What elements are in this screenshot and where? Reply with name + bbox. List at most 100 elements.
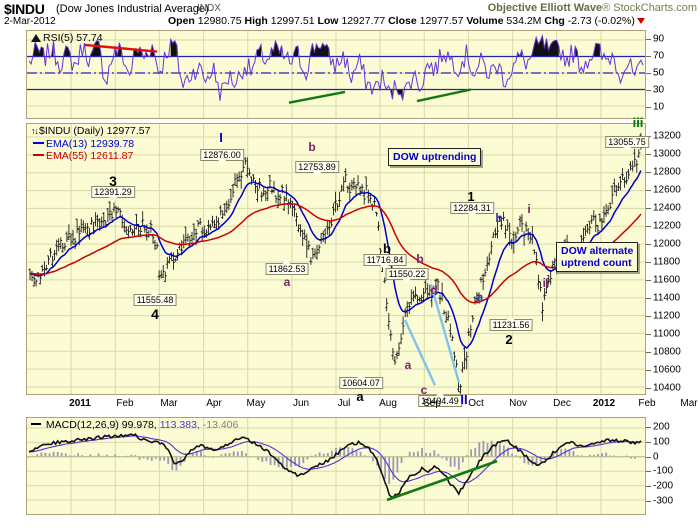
price-plot bbox=[27, 124, 645, 394]
y-axis-label: 100 bbox=[653, 436, 670, 448]
y-axis-label: 11800 bbox=[653, 256, 681, 268]
x-axis-label: Feb bbox=[116, 398, 134, 409]
x-axis-label: Aug bbox=[379, 398, 397, 409]
ema13-legend-text: EMA(13) 12939.78 bbox=[46, 138, 135, 150]
y-axis-label: 30 bbox=[653, 84, 665, 96]
y-axis-tick bbox=[646, 107, 651, 108]
y-axis-tick bbox=[646, 427, 651, 428]
volume-label: Volume bbox=[466, 15, 504, 27]
y-axis-label: 12200 bbox=[653, 220, 681, 232]
y-axis-label: 11400 bbox=[653, 292, 681, 304]
y-axis-tick bbox=[646, 441, 651, 443]
chart-header: $INDU (Dow Jones Industrial Average) IND… bbox=[0, 0, 700, 28]
x-axis-label: Dec bbox=[553, 398, 571, 409]
ohlc-summary: Open 12980.75 High 12997.51 Low 12927.77… bbox=[168, 15, 645, 27]
change-label: Chg bbox=[544, 15, 565, 27]
macd-legend: MACD(12,26,9) 99.978, 113.383, -13.406 bbox=[31, 419, 238, 431]
high-label: High bbox=[244, 15, 268, 27]
y-axis-label: 10 bbox=[653, 101, 665, 113]
open-value: 12980.75 bbox=[197, 15, 242, 27]
y-axis-label: 10600 bbox=[653, 364, 681, 376]
y-axis-label: 10400 bbox=[653, 382, 681, 394]
y-axis-tick bbox=[646, 73, 651, 74]
macd-y-axis: 200 100 0 -100 -200 -300 bbox=[646, 417, 700, 515]
brand-bold: Objective Elliott Wave bbox=[487, 2, 603, 14]
y-axis-tick bbox=[646, 226, 651, 227]
rsi-y-axis: 90 70 50 30 10 bbox=[646, 30, 700, 119]
y-axis-tick bbox=[646, 456, 651, 458]
y-axis-tick bbox=[646, 136, 651, 137]
brand-rest: ® StockCharts.com bbox=[602, 2, 697, 14]
y-axis-tick bbox=[646, 501, 651, 502]
x-axis-label: Mar bbox=[160, 398, 178, 409]
y-axis-label: -300 bbox=[653, 495, 674, 507]
y-axis-label: 12800 bbox=[653, 166, 681, 178]
price-y-axis: 13200 13000 12800 12600 12400 12200 12000 11800… bbox=[646, 123, 700, 395]
y-axis-tick bbox=[646, 471, 651, 473]
macd-panel: MACD(12,26,9) 99.978, 113.383, -13.406 bbox=[26, 417, 646, 515]
y-axis-tick bbox=[646, 172, 651, 173]
y-axis-tick bbox=[646, 370, 651, 371]
x-axis-label: Apr bbox=[206, 398, 222, 409]
price-legend-title-text: $INDU (Daily) 12977.57 bbox=[39, 125, 151, 137]
change-value: -2.73 (-0.02%) bbox=[567, 15, 635, 27]
y-axis-tick bbox=[646, 298, 651, 299]
ema13-legend: EMA(13) 12939.78 bbox=[33, 138, 134, 150]
y-axis-label: -200 bbox=[653, 480, 674, 492]
y-axis-label: 10800 bbox=[653, 346, 681, 358]
x-axis-label: Jun bbox=[292, 398, 310, 409]
y-axis-label: 11000 bbox=[653, 328, 681, 340]
rsi-plot bbox=[27, 31, 645, 118]
y-axis-tick bbox=[646, 316, 651, 317]
y-axis-tick bbox=[646, 262, 651, 263]
macd-legend-part: MACD(12,26,9) 99.978, bbox=[45, 419, 160, 431]
y-axis-label: 11200 bbox=[653, 310, 681, 322]
open-label: Open bbox=[168, 15, 195, 27]
brand-watermark: Objective Elliott Wave® StockCharts.com bbox=[488, 2, 697, 14]
y-axis-label: 13000 bbox=[653, 148, 681, 160]
x-axis-label: Mar bbox=[680, 398, 698, 409]
symbol-name: (Dow Jones Industrial Average) bbox=[56, 3, 209, 15]
y-axis-label: 70 bbox=[653, 50, 665, 62]
exchange-label: INDX bbox=[197, 3, 221, 14]
y-axis-tick bbox=[646, 334, 651, 335]
y-axis-label: 0 bbox=[653, 451, 659, 463]
rsi-legend: RSI(5) 57.74 bbox=[31, 32, 103, 44]
x-axis-label: Jul bbox=[337, 398, 351, 409]
y-axis-tick bbox=[646, 56, 651, 57]
macd-plot bbox=[27, 418, 645, 514]
macd-swatch-icon bbox=[31, 423, 41, 426]
ema55-legend: EMA(55) 12611.87 bbox=[33, 150, 133, 162]
y-axis-label: 12000 bbox=[653, 238, 681, 250]
triangle-up-icon bbox=[31, 34, 41, 43]
y-axis-tick bbox=[646, 154, 651, 155]
y-axis-label: 12600 bbox=[653, 184, 681, 196]
y-axis-tick bbox=[646, 486, 651, 488]
y-axis-label: 12400 bbox=[653, 202, 681, 214]
x-axis-label: 2011 bbox=[69, 398, 91, 409]
arrow-down-icon bbox=[636, 18, 645, 25]
y-axis-label: 90 bbox=[653, 33, 665, 45]
x-axis-label: Sep bbox=[423, 398, 441, 409]
price-panel: ↑↓$INDU (Daily) 12977.57 EMA(13) 12939.7… bbox=[26, 123, 646, 395]
y-axis-tick bbox=[646, 190, 651, 191]
y-axis-label: 13200 bbox=[653, 130, 681, 142]
y-axis-tick bbox=[646, 244, 651, 245]
y-axis-label: 11600 bbox=[653, 274, 681, 286]
rsi-legend-text: RSI(5) 57.74 bbox=[43, 32, 103, 44]
y-axis-tick bbox=[646, 39, 651, 40]
low-value: 12927.77 bbox=[341, 15, 386, 27]
y-axis-label: 50 bbox=[653, 67, 665, 79]
macd-legend-part: 113.383, bbox=[159, 419, 203, 431]
x-axis-label: Feb bbox=[638, 398, 656, 409]
low-label: Low bbox=[317, 15, 339, 27]
quote-date: 2-Mar-2012 bbox=[4, 16, 56, 27]
macd-legend-part: -13.406 bbox=[202, 419, 239, 431]
ema55-legend-text: EMA(55) 12611.87 bbox=[46, 150, 134, 162]
y-axis-label: 200 bbox=[653, 421, 670, 433]
price-legend-title: ↑↓$INDU (Daily) 12977.57 bbox=[31, 125, 150, 137]
y-axis-tick bbox=[646, 90, 651, 91]
high-value: 12997.51 bbox=[270, 15, 315, 27]
y-axis-tick bbox=[646, 208, 651, 209]
